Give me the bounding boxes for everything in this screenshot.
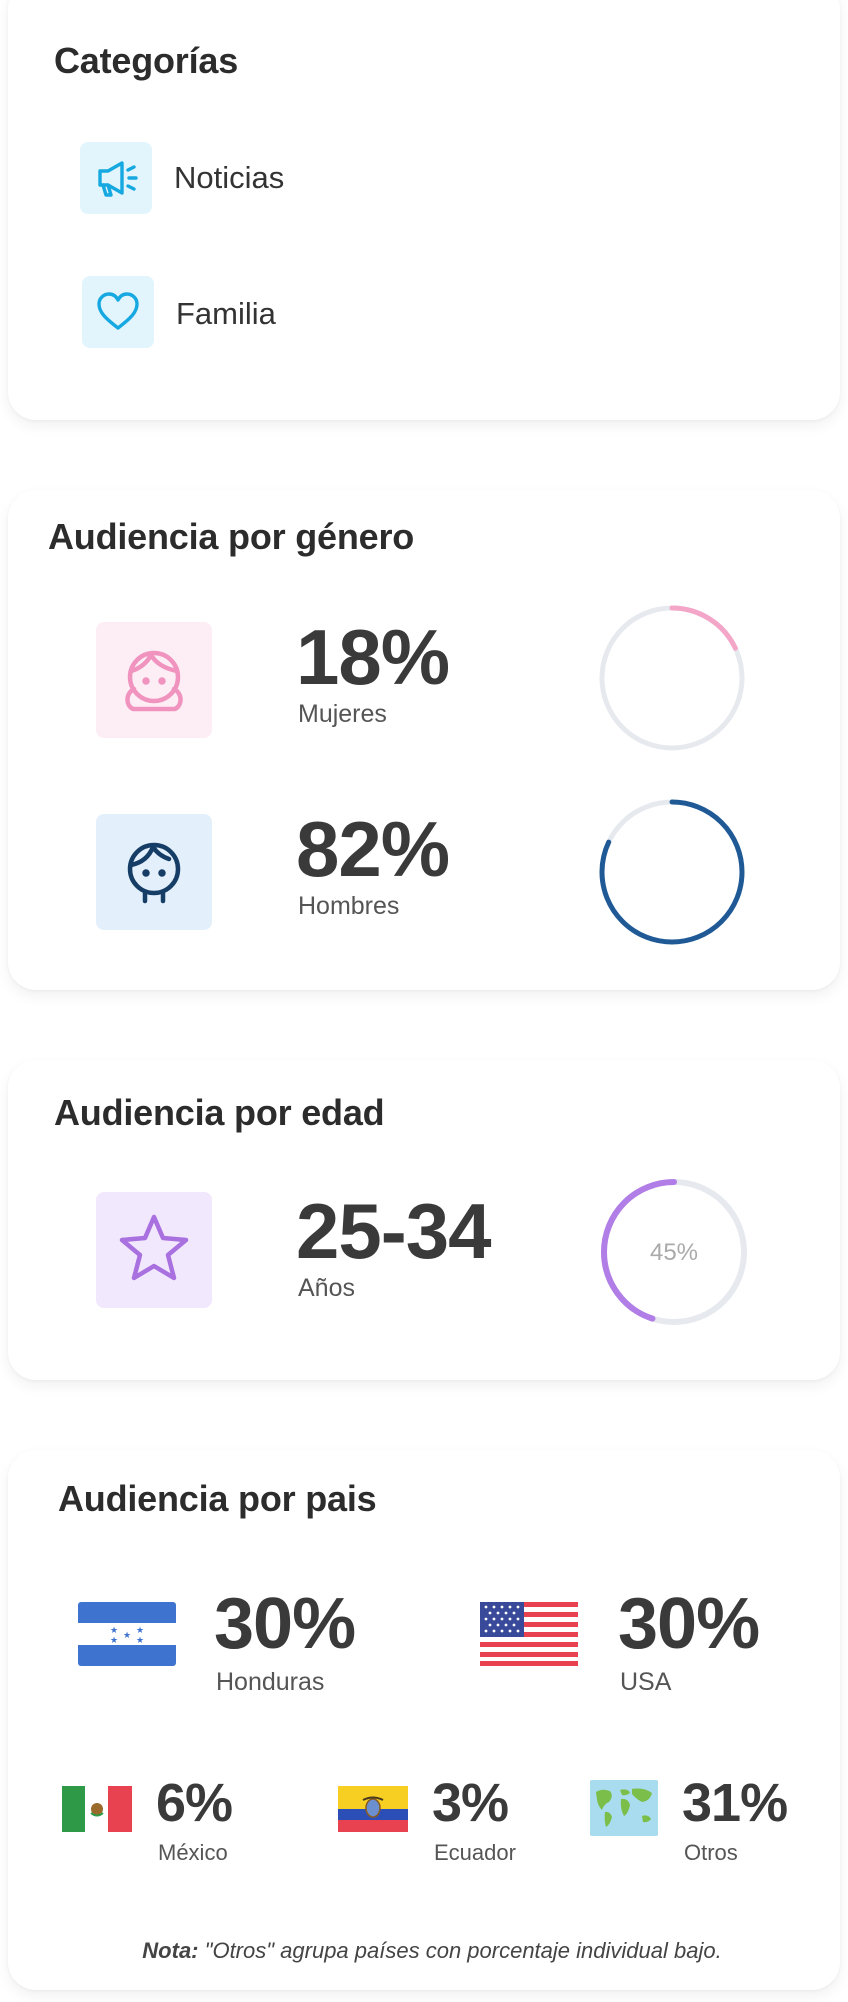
women-progress-ring: [599, 605, 745, 751]
svg-text:★: ★: [136, 1636, 144, 1646]
category-label-noticias: Noticias: [174, 160, 285, 195]
heart-icon: [82, 276, 154, 348]
country-card: Audiencia por pais ★ ★ ★ ★ ★ 30% Honduras: [8, 1450, 840, 1990]
others-label: Otros: [684, 1840, 738, 1865]
usa-percent: 30%: [618, 1584, 760, 1664]
honduras-percent: 30%: [214, 1584, 356, 1664]
ecuador-percent: 3%: [432, 1773, 509, 1833]
gender-title: Audiencia por género: [48, 516, 415, 557]
age-label: Años: [298, 1274, 355, 1302]
age-ring-percent: 45%: [650, 1239, 698, 1266]
svg-text:★: ★: [136, 1626, 144, 1636]
others-percent: 31%: [682, 1773, 788, 1833]
country-title: Audiencia por pais: [58, 1478, 377, 1519]
svg-text:★: ★: [110, 1636, 118, 1646]
age-progress-ring: 45%: [601, 1179, 747, 1325]
mexico-label: México: [158, 1840, 228, 1865]
men-ring-fill: [599, 799, 745, 945]
svg-text:★: ★: [110, 1626, 118, 1636]
megaphone-icon: [80, 142, 152, 214]
gender-card: Audiencia por género 18% Mujeres: [8, 490, 840, 990]
country-note: Nota: "Otros" agrupa países con porcenta…: [8, 1938, 848, 1964]
usa-flag-icon: [480, 1602, 578, 1666]
age-card: Audiencia por edad 25-34 Años 45%: [8, 1060, 840, 1380]
age-range: 25-34: [296, 1187, 491, 1275]
categories-title: Categorías: [54, 40, 239, 81]
age-ring-fill: [601, 1179, 747, 1325]
women-label: Mujeres: [298, 700, 387, 728]
women-ring-fill: [599, 605, 745, 751]
svg-text:★: ★: [123, 1631, 131, 1641]
ecuador-flag-icon: [338, 1786, 408, 1832]
men-progress-ring: [599, 799, 745, 945]
mexico-percent: 6%: [156, 1773, 233, 1833]
man-face-icon: [96, 814, 212, 930]
category-label-familia: Familia: [176, 296, 276, 331]
men-percent: 82%: [296, 805, 450, 893]
woman-face-icon: [96, 622, 212, 738]
age-title: Audiencia por edad: [54, 1092, 385, 1133]
note-label: Nota:: [142, 1938, 199, 1963]
categories-card: Categorías Noticias Familia: [8, 0, 840, 420]
ecuador-label: Ecuador: [434, 1840, 516, 1865]
mexico-flag-icon: [62, 1786, 132, 1832]
honduras-flag-icon: ★ ★ ★ ★ ★: [78, 1602, 176, 1666]
men-label: Hombres: [298, 892, 400, 920]
star-icon: [96, 1192, 212, 1308]
world-map-icon: [590, 1780, 658, 1836]
note-text: "Otros" agrupa países con porcentaje ind…: [204, 1938, 722, 1963]
usa-label: USA: [620, 1668, 672, 1696]
honduras-label: Honduras: [216, 1668, 325, 1696]
women-percent: 18%: [296, 613, 450, 701]
